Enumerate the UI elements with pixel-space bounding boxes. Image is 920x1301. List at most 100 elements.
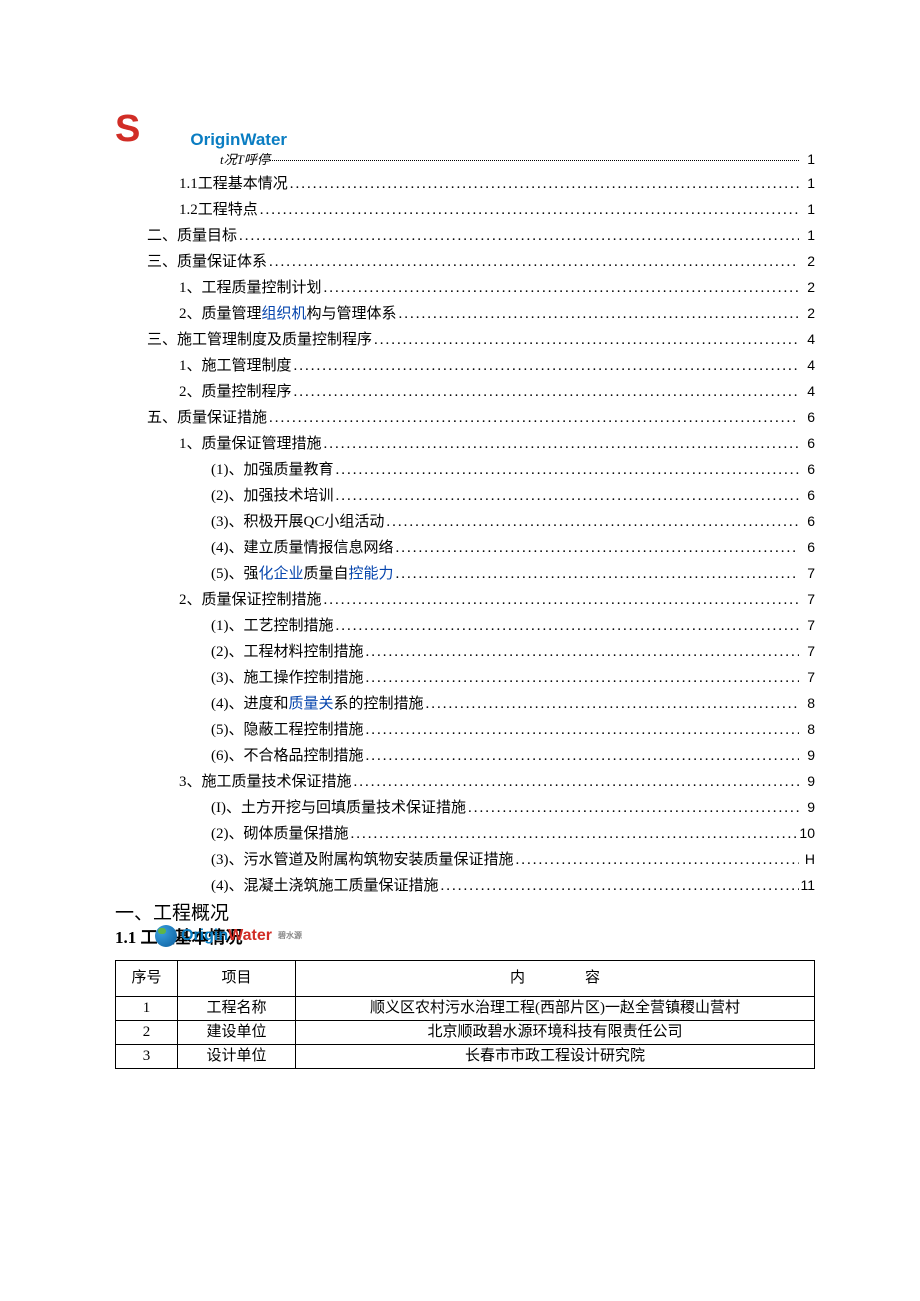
th-item: 项目 (178, 961, 296, 997)
toc-entry-text[interactable]: (4)、混凝土浇筑施工质量保证措施 (211, 879, 439, 894)
toc-leader (288, 177, 799, 192)
toc-leader (352, 775, 799, 790)
toc-page: 9 (799, 800, 815, 814)
toc-line: 1.2工程特点 1 (179, 202, 815, 218)
table-row: 1工程名称顺义区农村污水治理工程(西部片区)一赵全营镇稷山营村 (116, 997, 815, 1021)
table-row: 3设计单位长春市市政工程设计研究院 (116, 1045, 815, 1069)
toc-entry-text[interactable]: 1、工程质量控制计划 (179, 281, 322, 296)
toc-page: 6 (799, 462, 815, 476)
toc-entry-text[interactable]: 1.2工程特点 (179, 203, 258, 218)
toc-line: 3、施工质量技术保证措施 9 (179, 774, 815, 790)
toc-leader (384, 515, 799, 530)
toc-entry-text[interactable]: (6)、不合格品控制措施 (211, 749, 364, 764)
toc-page: 8 (799, 696, 815, 710)
toc-line: (5)、强化企业质量自控能力 7 (211, 566, 815, 582)
toc-line: (4)、混凝土浇筑施工质量保证措施 11 (211, 878, 815, 894)
toc-page: 1 (799, 152, 815, 166)
td-item: 设计单位 (178, 1045, 296, 1069)
toc-line: (4)、建立质量情报信息网络6 (211, 540, 815, 556)
toc-line: (3)、积极开展QC小组活动 6 (211, 514, 815, 530)
brand-block: OriginWater (190, 131, 287, 148)
toc-line: 2、质量保证控制措施 7 (179, 592, 815, 608)
toc-entry-text[interactable]: (1)、加强质量教育 (211, 463, 334, 478)
toc-entry-text[interactable]: (4)、进度和质量关系的控制措施 (211, 697, 424, 712)
toc-page: 6 (799, 488, 815, 502)
toc-entry-text[interactable]: (2)、工程材料控制措施 (211, 645, 364, 660)
toc-entry-text[interactable]: (3)、污水管道及附属构筑物安装质量保证措施 (211, 853, 514, 868)
toc-leader (394, 567, 799, 582)
toc-entry-text[interactable]: (5)、隐蔽工程控制措施 (211, 723, 364, 738)
toc-leader (334, 463, 800, 478)
brand-name: OriginWater (190, 131, 287, 148)
toc-entry-text[interactable]: 2、质量管理组织机构与管理体系 (179, 307, 397, 322)
toc-entry-text[interactable]: (5)、强化企业质量自控能力 (211, 567, 394, 582)
toc-entry-text[interactable]: 1、施工管理制度 (179, 359, 292, 374)
toc-entry-text[interactable]: (1)、工艺控制措施 (211, 619, 334, 634)
toc-leader (267, 411, 799, 426)
toc-entry-text[interactable]: 1.1工程基本情况 (179, 177, 288, 192)
td-content: 北京顺政碧水源环境科技有限责任公司 (296, 1021, 815, 1045)
toc-leader (364, 723, 800, 738)
toc-page: 6 (799, 514, 815, 528)
toc-line: (3)、施工操作控制措施 7 (211, 670, 815, 686)
toc-line: 三、质量保证体系2 (147, 254, 815, 270)
toc-line: (6)、不合格品控制措施 9 (211, 748, 815, 764)
logo-part-red: Water (228, 927, 272, 944)
toc-leader (364, 749, 800, 764)
toc-entry-text[interactable]: 2、质量控制程序 (179, 385, 292, 400)
toc-entry-text[interactable]: 五、质量保证措施 (147, 411, 267, 426)
toc-page: 11 (799, 878, 815, 892)
toc-entry-text[interactable]: (2)、加强技术培训 (211, 489, 334, 504)
toc-leader (349, 827, 800, 842)
toc-entry-text[interactable]: 二、质量目标 (147, 229, 237, 244)
toc-page: 9 (799, 774, 815, 788)
toc-leader (397, 307, 799, 322)
toc-page: 9 (799, 748, 815, 762)
toc-leader (267, 255, 799, 270)
toc-page: 1 (799, 176, 815, 190)
table-of-contents: 1.1工程基本情况 1 1.2工程特点 1 二、质量目标1 三、质量保证体系2 1、工程质量… (115, 176, 815, 894)
toc-leader (514, 853, 800, 868)
toc-entry-text[interactable]: 1、质量保证管理措施 (179, 437, 322, 452)
toc-leader (334, 489, 800, 504)
toc-entry-text[interactable]: 三、质量保证体系 (147, 255, 267, 270)
toc-page: 4 (799, 358, 815, 372)
toc-line: (5)、隐蔽工程控制措施8 (211, 722, 815, 738)
toc-entry-text[interactable]: 三、施工管理制度及质量控制程序 (147, 333, 372, 348)
toc-page: 1 (799, 202, 815, 216)
toc-page: 7 (799, 670, 815, 684)
logo-part-blue: Origin (181, 927, 228, 944)
toc-page: 4 (799, 332, 815, 346)
toc-line: (4)、进度和质量关系的控制措施 8 (211, 696, 815, 712)
toc-line: 2、质量管理组织机构与管理体系2 (179, 306, 815, 322)
th-index: 序号 (116, 961, 178, 997)
inline-logo-text: OriginWater (181, 928, 272, 944)
toc-entry-text[interactable]: 3、施工质量技术保证措施 (179, 775, 352, 790)
toc-page: 6 (799, 410, 815, 424)
toc-line: 三、施工管理制度及质量控制程序 4 (147, 332, 815, 348)
globe-icon (155, 925, 177, 947)
inline-logo: OriginWater 碧水源 (155, 925, 302, 947)
toc-line: 1、施工管理制度 4 (179, 358, 815, 374)
toc-entry-text[interactable]: (3)、积极开展QC小组活动 (211, 515, 384, 530)
toc-entry-text[interactable]: (3)、施工操作控制措施 (211, 671, 364, 686)
toc-entry-text[interactable]: (I)、土方开挖与回填质量技术保证措施 (211, 801, 466, 816)
toc-leader (292, 359, 799, 374)
toc-leader (258, 203, 799, 218)
toc-line: (1)、工艺控制措施7 (211, 618, 815, 634)
toc-page: 7 (799, 566, 815, 580)
toc-page: 7 (799, 644, 815, 658)
toc-entry-text[interactable]: (4)、建立质量情报信息网络 (211, 541, 394, 556)
toc-page: 7 (799, 592, 815, 606)
toc-line: 二、质量目标1 (147, 228, 815, 244)
project-info-table: 序号 项目 内 容 1工程名称顺义区农村污水治理工程(西部片区)一赵全营镇稷山营… (115, 960, 815, 1069)
td-index: 3 (116, 1045, 178, 1069)
toc-line: 1、工程质量控制计划2 (179, 280, 815, 296)
toc-entry-text[interactable]: (2)、砌体质量保措施 (211, 827, 349, 842)
toc-leader (292, 385, 799, 400)
header-subline: t况T呼停 (220, 153, 270, 166)
toc-line: t况T呼停 1 (220, 152, 815, 166)
toc-entry-text[interactable]: 2、质量保证控制措施 (179, 593, 322, 608)
toc-line: 五、质量保证措施 6 (147, 410, 815, 426)
toc-leader (364, 645, 800, 660)
